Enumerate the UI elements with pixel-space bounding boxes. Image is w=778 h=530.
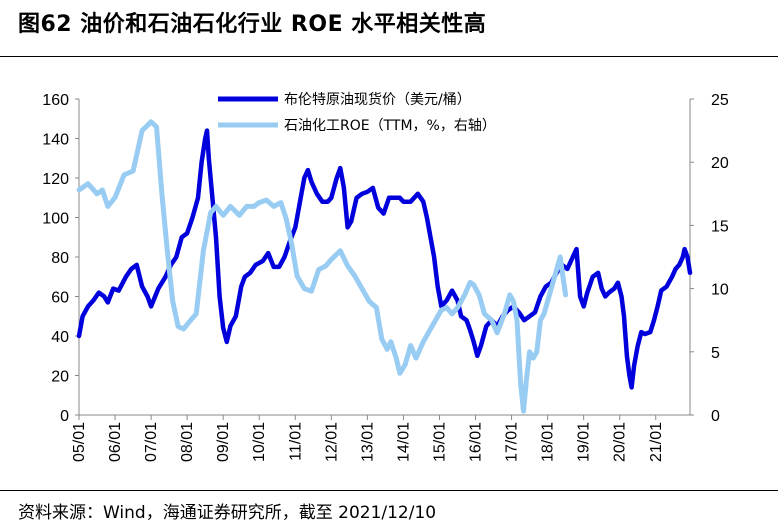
y-right-tick-label: 25 bbox=[711, 92, 729, 109]
series-layer bbox=[76, 119, 693, 414]
x-tick-label: 05/01 bbox=[71, 422, 88, 462]
y-right-tick-label: 0 bbox=[711, 408, 720, 425]
source-note: 资料来源：Wind，海通证券研究所，截至 2021/12/10 bbox=[18, 503, 437, 523]
x-tick-label: 21/01 bbox=[648, 422, 665, 462]
x-tick-label: 07/01 bbox=[143, 422, 160, 462]
x-tick-label: 10/01 bbox=[251, 422, 268, 462]
legend: 布伦特原油现货价（美元/桶） 石油化工ROE（TTM，%，右轴） bbox=[218, 91, 496, 134]
title-divider bbox=[0, 56, 778, 57]
x-tick-label: 11/01 bbox=[287, 422, 304, 461]
legend-label-brent: 布伦特原油现货价（美元/桶） bbox=[284, 91, 471, 108]
y-right-tick-label: 20 bbox=[711, 155, 729, 172]
y-left-tick-label: 120 bbox=[42, 171, 69, 188]
x-tick-label: 18/01 bbox=[540, 422, 557, 462]
y-left-tick-label: 20 bbox=[51, 369, 69, 386]
x-tick-label: 20/01 bbox=[612, 422, 629, 462]
y-right-tick-label: 5 bbox=[711, 345, 720, 362]
x-tick-label: 06/01 bbox=[107, 422, 124, 462]
y-left-tick-label: 0 bbox=[60, 408, 69, 425]
x-tick-label: 12/01 bbox=[323, 422, 340, 462]
x-tick-label: 17/01 bbox=[504, 422, 521, 462]
x-tick-label: 09/01 bbox=[215, 422, 232, 462]
y-right-tick-label: 15 bbox=[711, 218, 729, 235]
x-tick-label: 15/01 bbox=[431, 422, 448, 462]
x-tick-label: 08/01 bbox=[179, 422, 196, 462]
y-left-tick-label: 140 bbox=[42, 132, 69, 149]
x-tick-label: 19/01 bbox=[576, 422, 593, 462]
chart-area: 0 20 40 60 80 100 120 140 160 0 5 10 15 20 25 05/01 06/0… bbox=[42, 91, 729, 462]
axes: 0 20 40 60 80 100 120 140 160 0 5 10 15 20 25 05/01 06/0… bbox=[42, 92, 729, 462]
y-left-tick-label: 160 bbox=[42, 92, 69, 109]
x-tick-label: 13/01 bbox=[359, 422, 376, 462]
legend-label-roe: 石油化工ROE（TTM，%，右轴） bbox=[284, 118, 496, 134]
y-left-tick-label: 80 bbox=[51, 250, 69, 267]
x-tick-label: 14/01 bbox=[395, 422, 412, 462]
y-right-tick-label: 10 bbox=[711, 282, 729, 299]
y-left-tick-label: 60 bbox=[51, 290, 69, 307]
series-line-brent-price bbox=[76, 128, 693, 390]
series-line-roe bbox=[76, 119, 569, 414]
chart-title: 图62 油价和石油石化行业 ROE 水平相关性高 bbox=[18, 12, 487, 37]
source-divider bbox=[0, 490, 778, 491]
x-tick-label: 16/01 bbox=[468, 422, 485, 462]
y-left-tick-label: 40 bbox=[51, 329, 69, 346]
y-left-tick-label: 100 bbox=[42, 211, 69, 228]
